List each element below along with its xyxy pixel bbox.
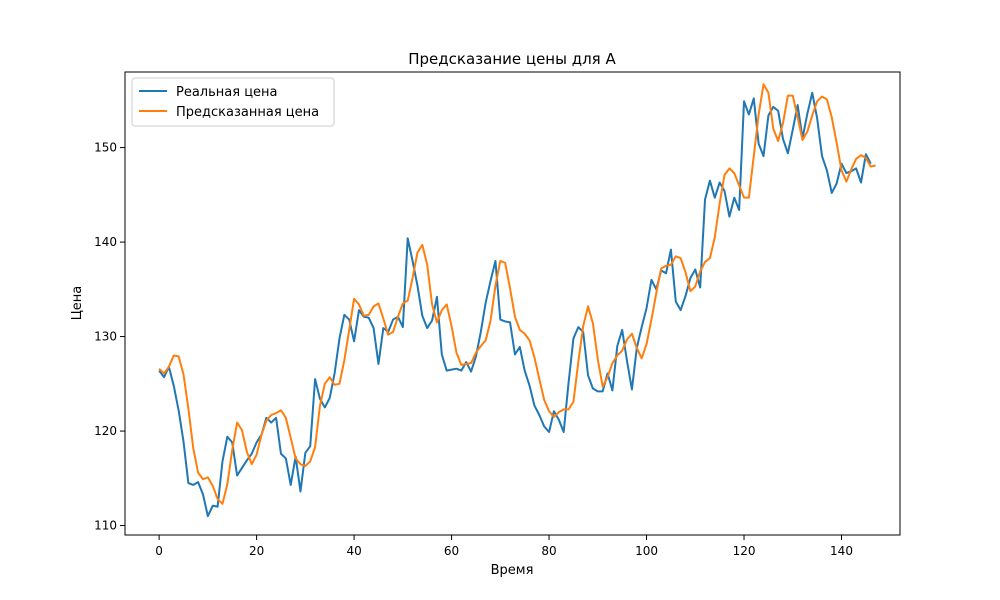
legend-frame xyxy=(131,77,335,127)
series-layer xyxy=(158,83,876,518)
legend: Реальная цена Предсказанная цена xyxy=(131,77,335,127)
x-tick-label: 100 xyxy=(635,544,658,558)
series-line-predicted-price xyxy=(158,83,876,505)
y-tick-label: 110 xyxy=(94,519,117,533)
x-tick-label: 120 xyxy=(733,544,756,558)
legend-label-predicted: Предсказанная цена xyxy=(176,105,319,120)
x-tick-label: 20 xyxy=(249,544,264,558)
y-tick-label: 120 xyxy=(94,424,117,438)
y-axis-label: Цена xyxy=(70,286,85,321)
series-line-real-price xyxy=(158,91,872,518)
chart-title: Предсказание цены для A xyxy=(408,50,616,68)
x-tick-label: 140 xyxy=(830,544,853,558)
plot-frame xyxy=(124,71,901,536)
x-tick-label: 0 xyxy=(155,544,163,558)
x-axis: 0 20 40 60 80 100 120 140 xyxy=(155,535,853,558)
y-tick-label: 140 xyxy=(94,235,117,249)
x-tick-label: 80 xyxy=(541,544,556,558)
x-tick-label: 40 xyxy=(346,544,361,558)
y-axis: 110 120 130 140 150 xyxy=(94,141,125,533)
y-tick-label: 130 xyxy=(94,330,117,344)
x-axis-label: Время xyxy=(491,563,534,578)
y-tick-label: 150 xyxy=(94,141,117,155)
legend-label-real: Реальная цена xyxy=(176,85,278,100)
x-tick-label: 60 xyxy=(444,544,459,558)
